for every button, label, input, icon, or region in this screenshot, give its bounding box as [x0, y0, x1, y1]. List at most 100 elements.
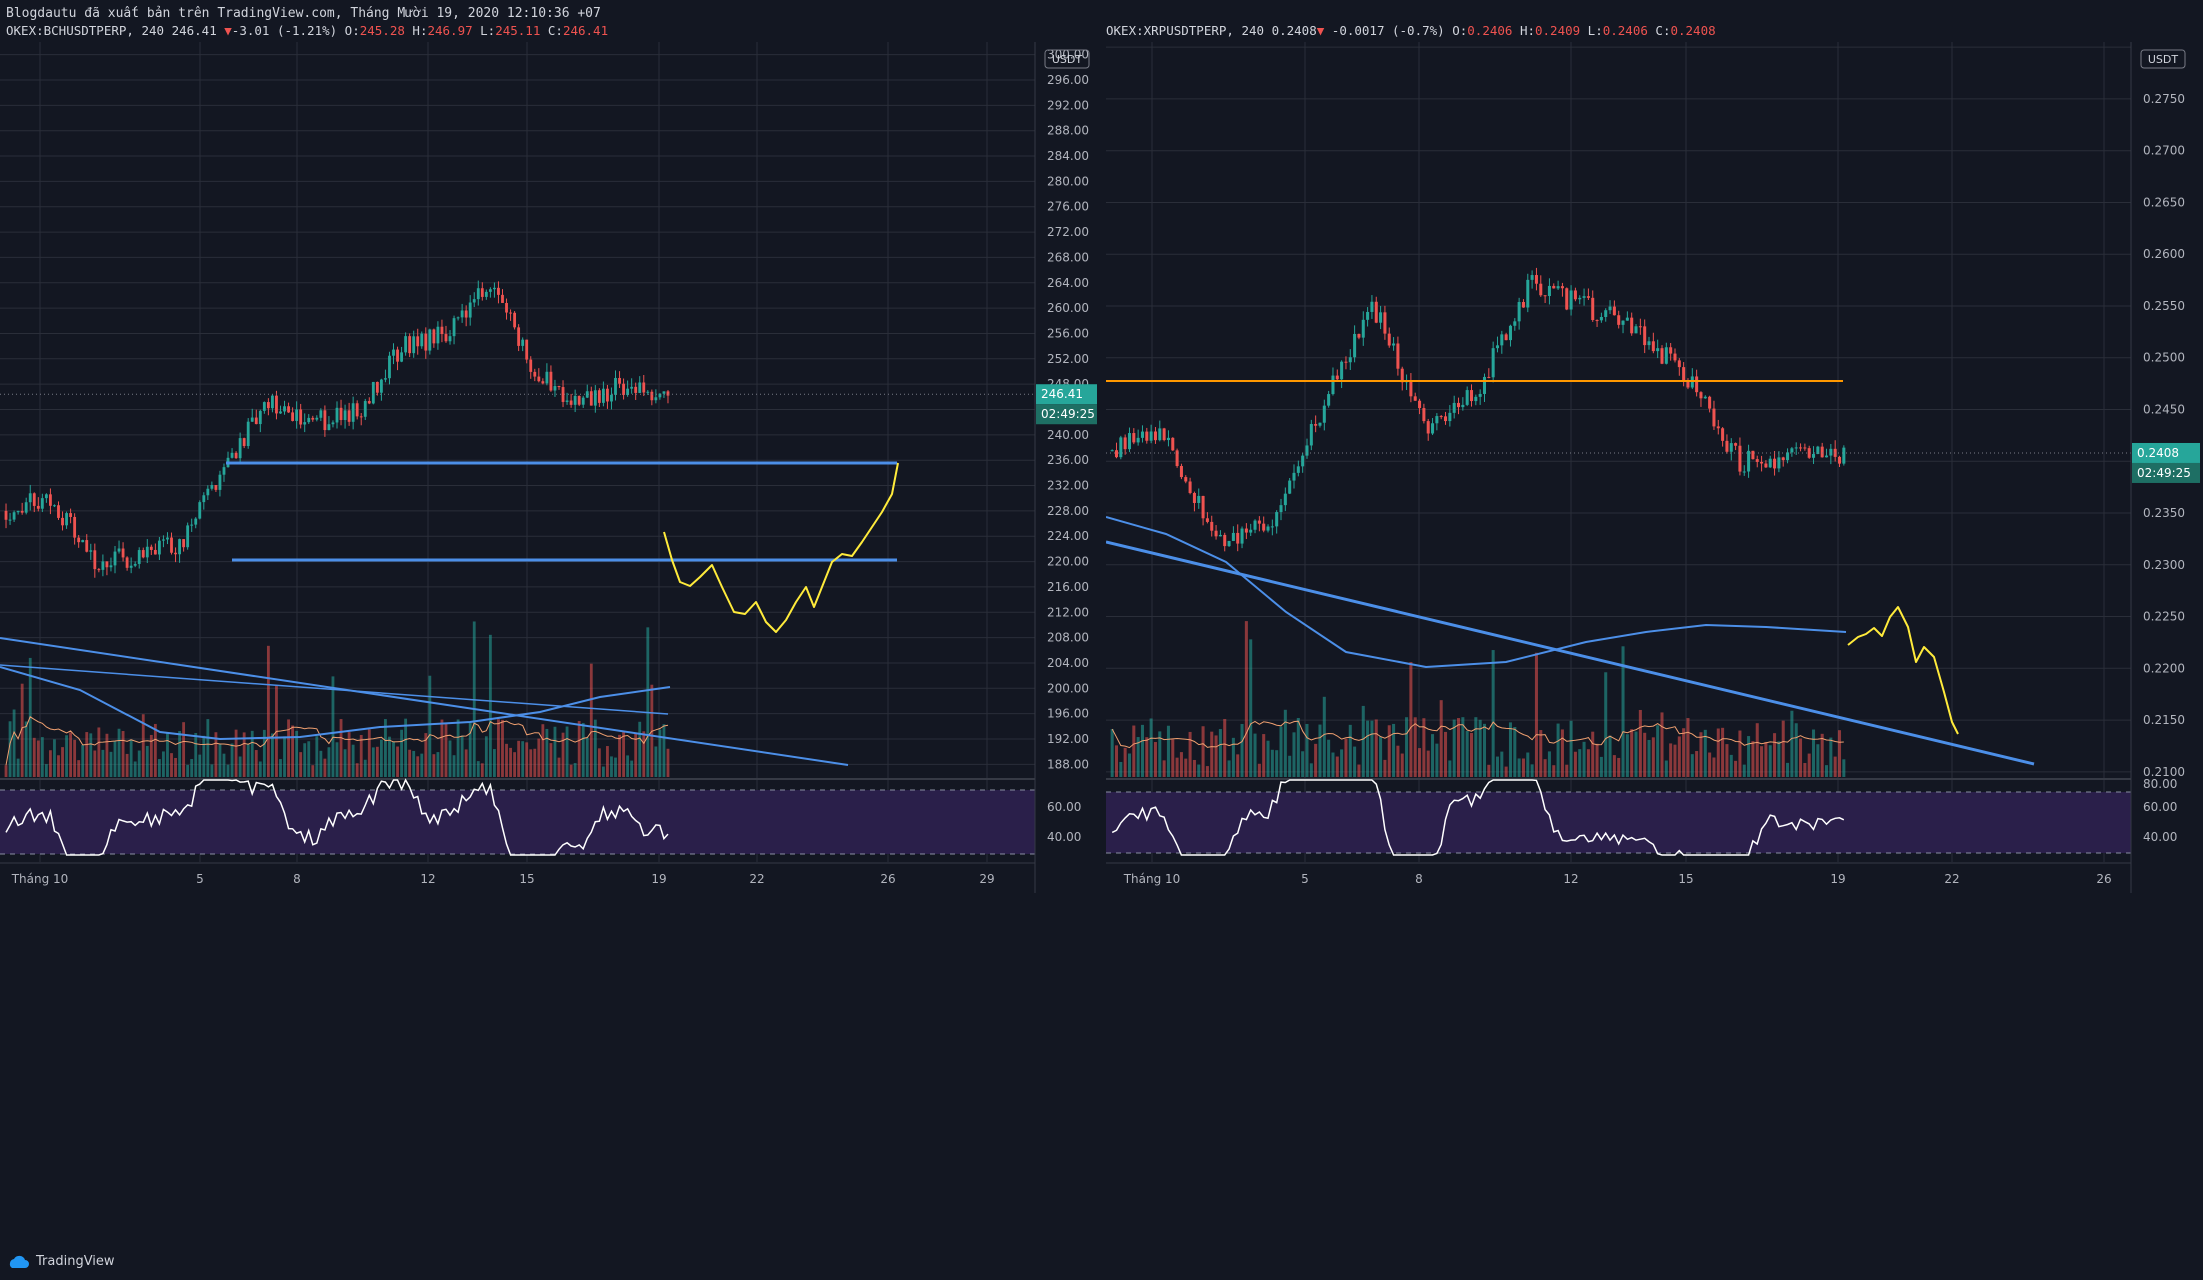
volume-bar [561, 732, 565, 777]
volume-bar [1262, 734, 1266, 777]
candle-body [1768, 458, 1772, 468]
volume-bar [246, 744, 250, 777]
time-tick-label: 5 [1301, 872, 1309, 886]
candle-body [242, 438, 246, 447]
volume-bar [1114, 745, 1119, 777]
candle-body [1747, 450, 1751, 472]
candle-body [416, 336, 420, 347]
volume-bar [452, 755, 456, 777]
volume-bar [1643, 732, 1647, 777]
volume-bar [1127, 753, 1131, 777]
open-value: 0.2406 [1467, 23, 1513, 38]
candle-body [1344, 361, 1348, 363]
candle-body [307, 417, 311, 423]
candle-body [1162, 428, 1166, 441]
candle-body [206, 488, 210, 496]
candle-body [371, 381, 375, 404]
volume-bar [565, 726, 569, 777]
volume-bar [1184, 758, 1188, 777]
currency-label: USDT [1052, 53, 1083, 66]
candle-body [505, 302, 508, 313]
volume-bar [81, 745, 85, 777]
volume-bar [1560, 729, 1564, 777]
candle-body [291, 412, 295, 421]
candle-body [400, 352, 403, 362]
moving-average-line [0, 666, 671, 741]
volume-bar [262, 729, 266, 777]
candle-body [1643, 326, 1647, 346]
volume-bar [1682, 728, 1686, 777]
volume-bar [1608, 735, 1612, 777]
candle-body [561, 387, 565, 402]
candle-body [662, 391, 666, 394]
candle-body [537, 376, 541, 382]
rsi-tick-label: 40.00 [2143, 830, 2177, 844]
candle-body [1669, 347, 1673, 354]
candle-body [1764, 463, 1768, 468]
volume-bar [1227, 760, 1231, 777]
volume-bar [1370, 720, 1374, 777]
price-tick-label: 300.00 [1047, 48, 1089, 62]
candle-body [153, 549, 157, 555]
candle-body [638, 382, 642, 393]
candle-body [1145, 431, 1149, 441]
bch-chart-panel[interactable]: 300.00 296.00 292.00 288.00 284.00 280.00 276.… [0, 42, 1100, 1246]
candle-body [28, 493, 32, 503]
volume-bar [36, 740, 40, 777]
volume-bar [1327, 739, 1331, 777]
candle-body [597, 390, 601, 403]
volume-bar [1552, 765, 1556, 777]
volume-bar [194, 733, 198, 777]
volume-bar [327, 747, 331, 777]
volume-bar [166, 732, 169, 777]
price-tick-label: 216.00 [1047, 580, 1089, 594]
candle-body [283, 406, 286, 412]
candle-body [472, 299, 476, 303]
volume-bar [1110, 729, 1114, 777]
last-price-badge [2132, 442, 2200, 463]
volume-bar [1171, 739, 1175, 777]
volume-bar [1690, 754, 1694, 777]
volume-bar [484, 736, 488, 777]
volume-bar [49, 750, 52, 777]
volume-bar [97, 727, 101, 777]
candle-body [174, 552, 177, 555]
candle-body [170, 537, 173, 553]
candle-body [311, 417, 315, 420]
legend-xrp: OKEX:XRPUSDTPERP, 240 0.2408▼ -0.0017 (-… [1106, 23, 1716, 38]
candle-body [1158, 428, 1162, 441]
trend-line [1106, 540, 2035, 766]
volume-bar [1703, 729, 1707, 777]
volume-bar [618, 734, 621, 777]
moving-average-line [1106, 516, 1847, 669]
candle-body [315, 417, 319, 420]
candle-body [1526, 279, 1530, 308]
candle-body [1721, 428, 1725, 441]
candle-body [1327, 394, 1331, 406]
xrp-chart-panel[interactable]: 0.2750 0.2700 0.2650 0.2600 0.2550 0.2500 0.24… [1106, 42, 2203, 1246]
candle-body [1301, 455, 1305, 467]
volume-bar [1348, 724, 1352, 777]
candle-body [436, 326, 440, 344]
candle-body [428, 329, 432, 351]
last-price-label: 0.2408 [2137, 446, 2179, 460]
candle-body [327, 424, 331, 431]
volume-bar [597, 748, 601, 777]
volume-bar [666, 748, 670, 777]
volume-ma-line [1111, 720, 1844, 749]
candle-body [1482, 376, 1487, 394]
panel-background [1106, 42, 2203, 1246]
candle-body [456, 317, 460, 319]
symbol-label: OKEX:BCHUSDTPERP, 240 [6, 23, 165, 38]
volume-bar [1422, 718, 1426, 777]
volume-bar [307, 741, 311, 777]
candle-body [323, 410, 327, 431]
candle-body [541, 381, 545, 384]
tradingview-logo[interactable]: TradingView [6, 1254, 115, 1269]
volume-bar [1136, 737, 1140, 777]
candle-body [424, 333, 428, 351]
candle-body [32, 493, 36, 506]
price-tick-label: 200.00 [1047, 681, 1089, 695]
volume-bar [230, 743, 234, 777]
candle-body [105, 561, 109, 568]
